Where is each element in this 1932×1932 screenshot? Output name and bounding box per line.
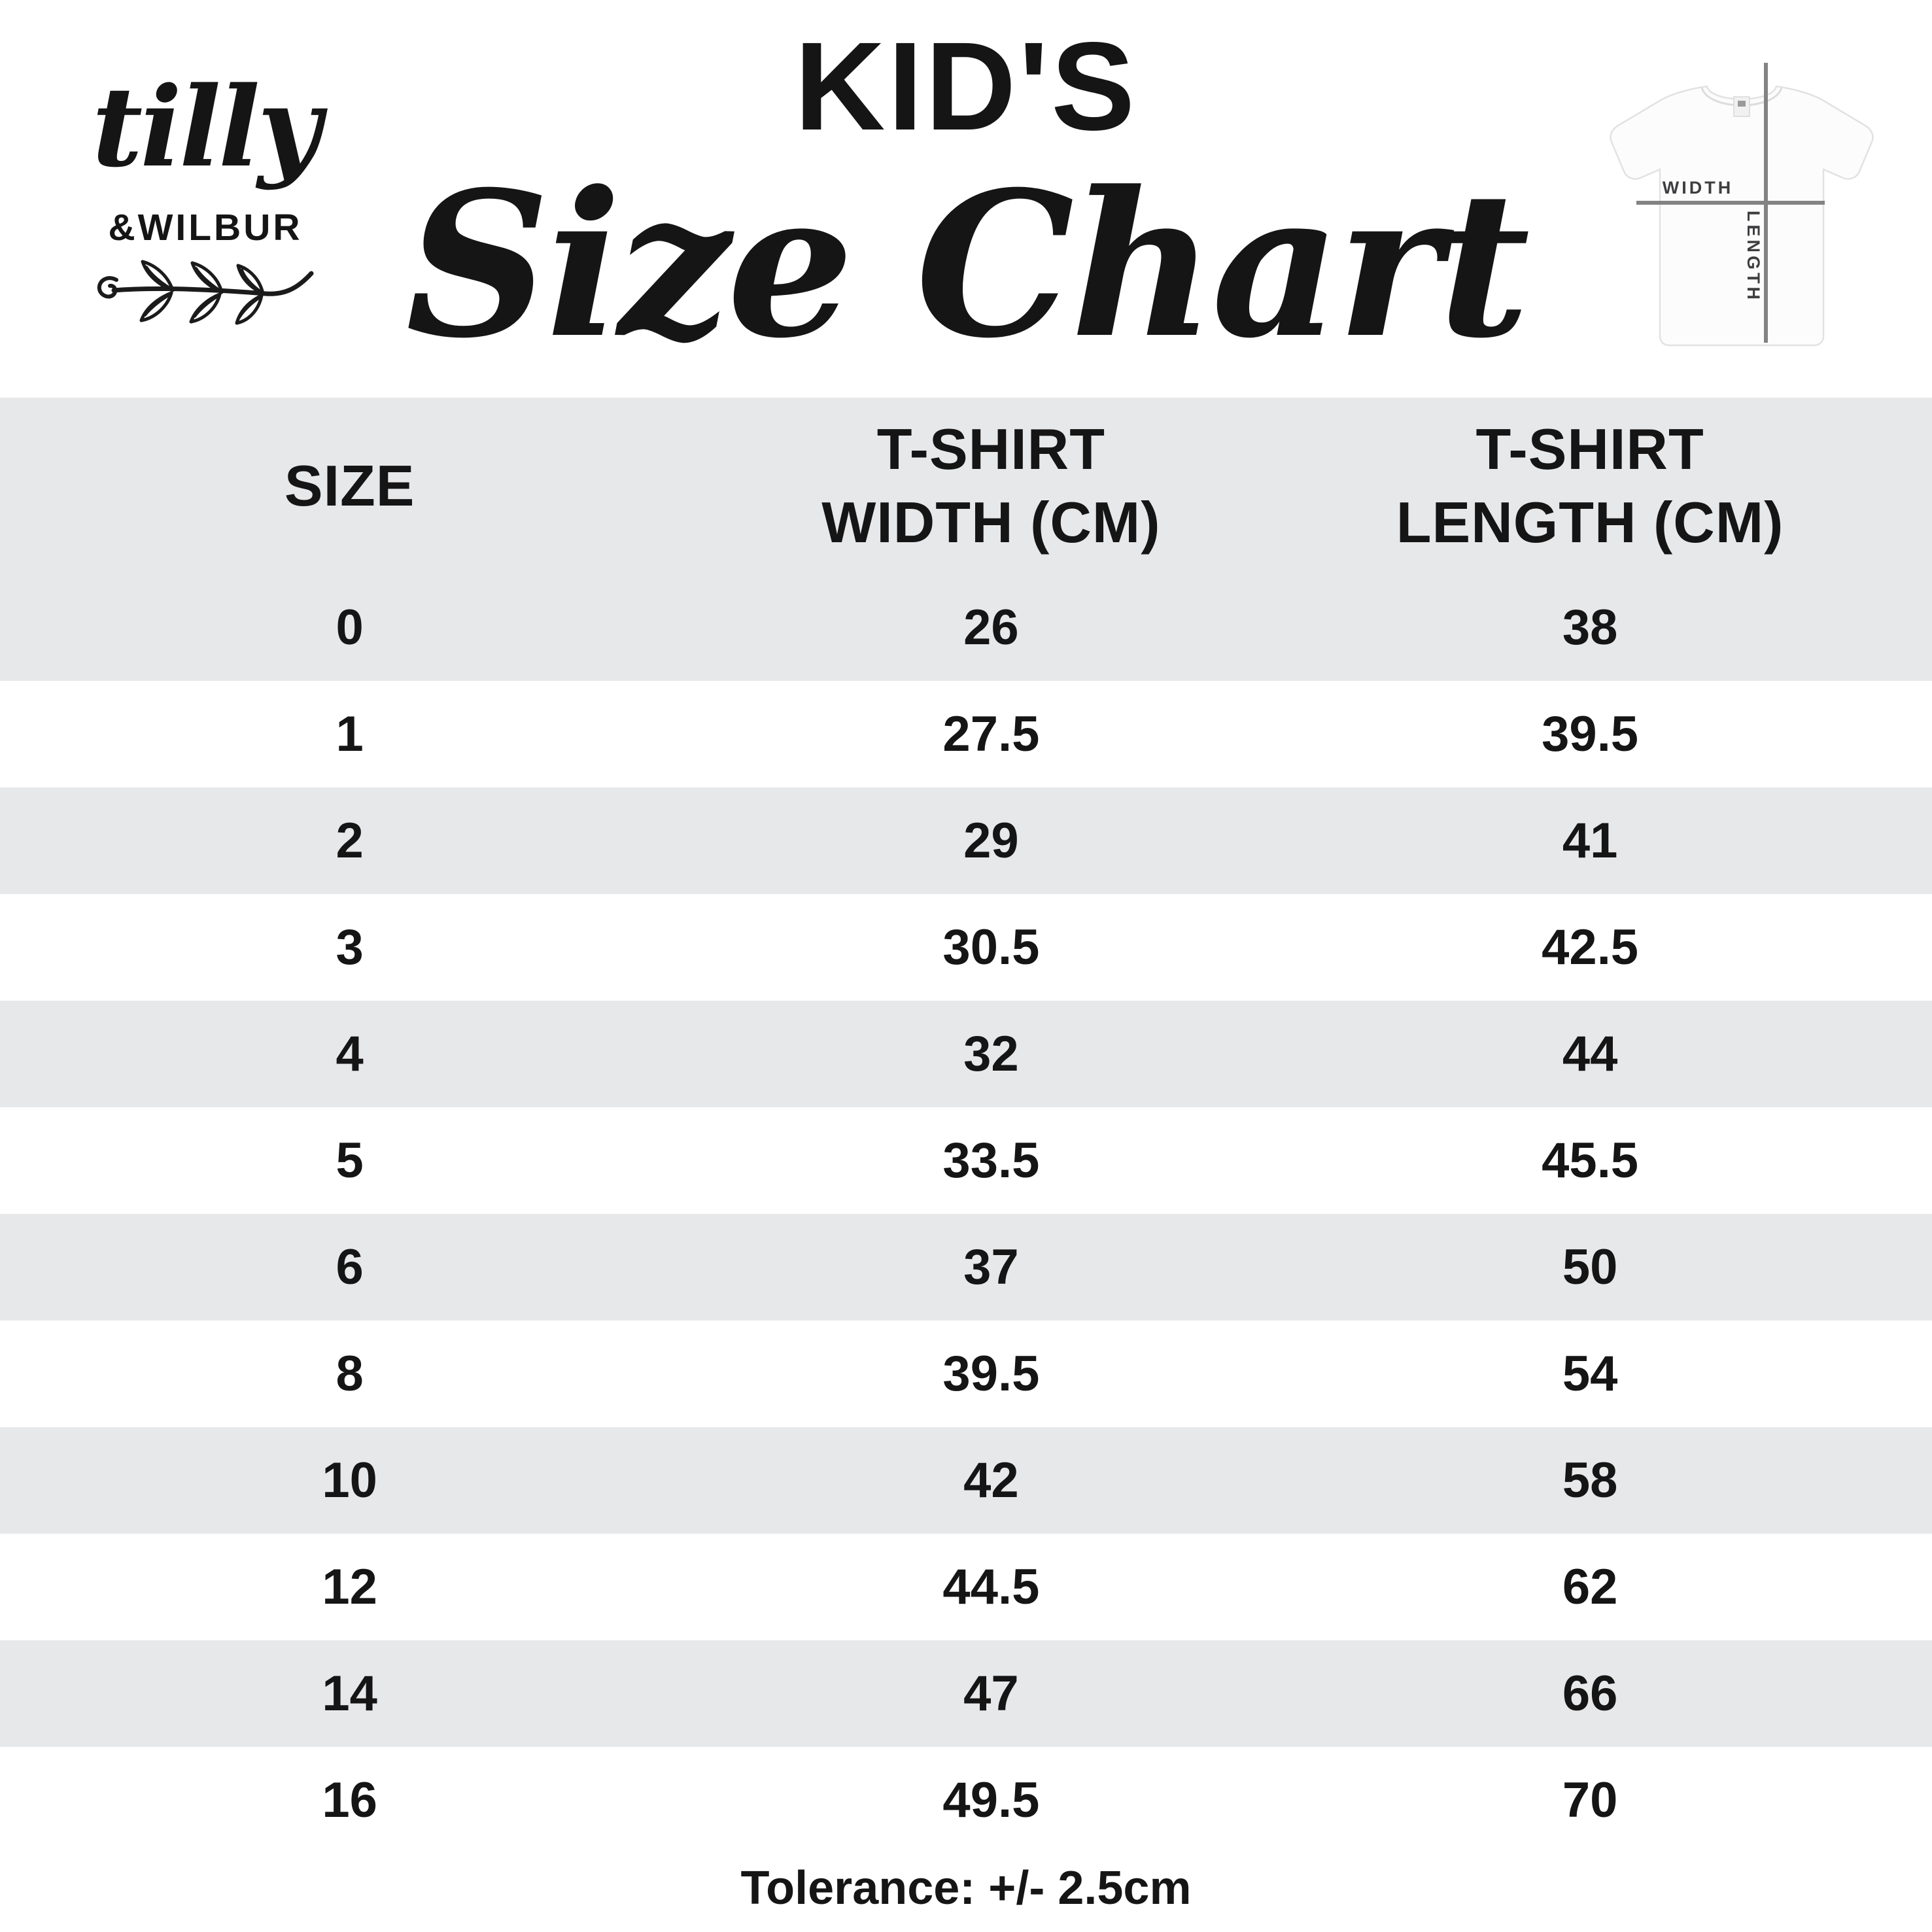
table-row: 12 44.5 62 bbox=[0, 1534, 1932, 1640]
column-header-width: T-SHIRT WIDTH (CM) bbox=[821, 417, 1161, 555]
size-cell: 5 bbox=[336, 1133, 364, 1188]
table-row: 16 49.5 70 bbox=[0, 1747, 1932, 1854]
table-row: 4 32 44 bbox=[0, 1001, 1932, 1107]
table-row: 2 29 41 bbox=[0, 787, 1932, 894]
width-cell: 26 bbox=[963, 600, 1019, 655]
size-cell: 8 bbox=[336, 1346, 364, 1402]
width-cell: 37 bbox=[963, 1239, 1019, 1295]
brand-logo-name: tilly bbox=[92, 62, 322, 192]
length-cell: 41 bbox=[1562, 813, 1618, 869]
size-table: SIZE T-SHIRT WIDTH (CM) T-SHIRT LENGTH (CM… bbox=[0, 398, 1932, 1854]
column-header-size: SIZE bbox=[284, 453, 415, 518]
tshirt-icon bbox=[1610, 85, 1874, 347]
size-cell: 14 bbox=[322, 1666, 377, 1721]
size-cell: 12 bbox=[322, 1559, 377, 1615]
length-cell: 70 bbox=[1562, 1772, 1618, 1828]
length-cell: 50 bbox=[1562, 1239, 1618, 1295]
width-cell: 33.5 bbox=[942, 1133, 1040, 1188]
brand-logo-sub: &WILBUR bbox=[108, 207, 303, 249]
page-title: Size Chart bbox=[405, 148, 1530, 382]
width-cell: 39.5 bbox=[942, 1346, 1040, 1402]
tolerance-note: Tolerance: +/- 2.5cm bbox=[740, 1862, 1192, 1914]
size-cell: 3 bbox=[336, 920, 364, 975]
tshirt-length-label: LENGTH bbox=[1744, 211, 1763, 303]
width-cell: 42 bbox=[963, 1453, 1019, 1508]
size-cell: 2 bbox=[336, 813, 364, 869]
width-cell: 32 bbox=[963, 1026, 1019, 1082]
size-cell: 6 bbox=[336, 1239, 364, 1295]
brand-logo: tilly &WILBUR bbox=[84, 51, 327, 328]
column-header-length: T-SHIRT LENGTH (CM) bbox=[1396, 417, 1784, 555]
length-cell: 54 bbox=[1562, 1346, 1618, 1402]
table-row: 10 42 58 bbox=[0, 1427, 1932, 1534]
page-kicker: KID'S bbox=[794, 16, 1138, 156]
size-cell: 16 bbox=[322, 1772, 377, 1828]
size-cell: 1 bbox=[336, 706, 364, 762]
size-cell: 10 bbox=[322, 1453, 377, 1508]
leaf-branch-icon bbox=[84, 256, 327, 328]
table-row: 5 33.5 45.5 bbox=[0, 1107, 1932, 1214]
table-row: 6 37 50 bbox=[0, 1214, 1932, 1320]
table-header-row: SIZE T-SHIRT WIDTH (CM) T-SHIRT LENGTH (CM… bbox=[0, 398, 1932, 574]
page-title-block: KID'S Size Chart bbox=[345, 0, 1587, 373]
table-row: 14 47 66 bbox=[0, 1640, 1932, 1747]
length-cell: 62 bbox=[1562, 1559, 1618, 1615]
size-cell: 0 bbox=[336, 600, 364, 655]
length-cell: 66 bbox=[1562, 1666, 1618, 1721]
width-cell: 27.5 bbox=[942, 706, 1040, 762]
length-cell: 45.5 bbox=[1542, 1133, 1639, 1188]
table-row: 8 39.5 54 bbox=[0, 1320, 1932, 1427]
size-cell: 4 bbox=[336, 1026, 364, 1082]
width-cell: 49.5 bbox=[942, 1772, 1040, 1828]
length-cell: 42.5 bbox=[1542, 920, 1639, 975]
width-cell: 30.5 bbox=[942, 920, 1040, 975]
table-row: 0 26 38 bbox=[0, 574, 1932, 681]
length-cell: 38 bbox=[1562, 600, 1618, 655]
length-cell: 44 bbox=[1562, 1026, 1618, 1082]
length-cell: 39.5 bbox=[1542, 706, 1639, 762]
width-cell: 47 bbox=[963, 1666, 1019, 1721]
length-cell: 58 bbox=[1562, 1453, 1618, 1508]
width-cell: 29 bbox=[963, 813, 1019, 869]
table-row: 3 30.5 42.5 bbox=[0, 894, 1932, 1001]
tshirt-width-label: WIDTH bbox=[1663, 178, 1733, 198]
table-row: 1 27.5 39.5 bbox=[0, 681, 1932, 787]
width-cell: 44.5 bbox=[942, 1559, 1040, 1615]
tshirt-measurement-diagram: WIDTH LENGTH bbox=[1595, 54, 1889, 358]
